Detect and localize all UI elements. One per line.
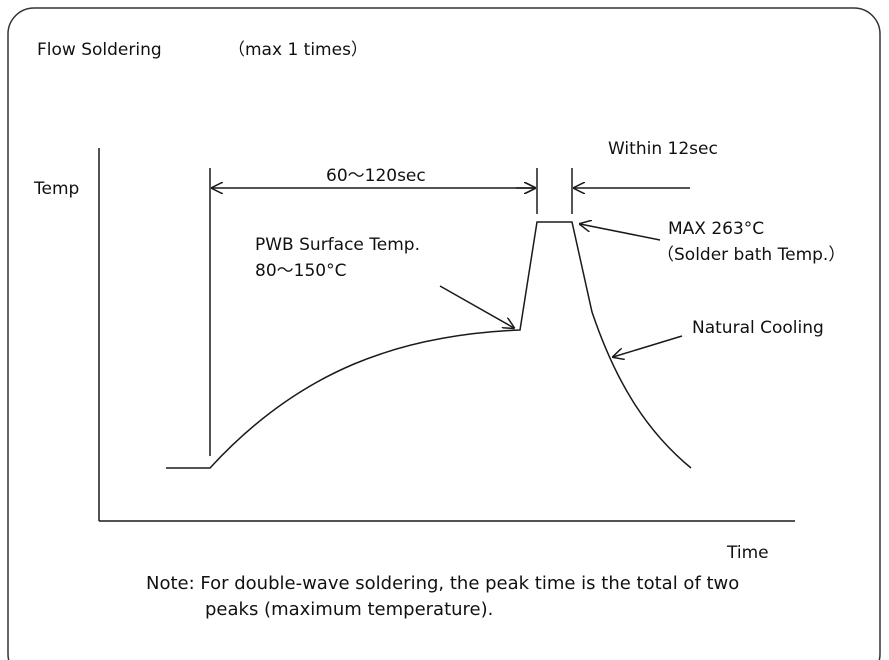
cooling-pointer xyxy=(613,335,683,357)
x-axis-label: Time xyxy=(726,543,769,563)
preheat-duration-label: 60～120sec xyxy=(326,166,426,186)
pwb-temp-label-line2: 80～150°C xyxy=(255,261,346,281)
pwb-temp-label-line1: PWB Surface Temp. xyxy=(255,235,420,255)
peak-duration-label: Within 12sec xyxy=(608,139,718,159)
diagram-frame xyxy=(7,7,881,660)
max-temp-pointer xyxy=(580,224,661,241)
y-axis-label: Temp xyxy=(33,179,79,199)
temperature-profile-curve xyxy=(166,221,692,469)
cooling-label: Natural Cooling xyxy=(692,318,824,338)
note-line-2: peaks (maximum temperature). xyxy=(205,599,493,620)
diagram-title: Flow Soldering xyxy=(37,40,162,60)
diagram-title-note: （max 1 times） xyxy=(228,40,368,60)
max-temp-label-line1: MAX 263°C xyxy=(668,219,764,239)
pwb-temp-pointer xyxy=(439,285,514,328)
note-line-1: Note: For double-wave soldering, the pea… xyxy=(146,573,739,594)
max-temp-label-line2: （Solder bath Temp.） xyxy=(657,245,845,265)
